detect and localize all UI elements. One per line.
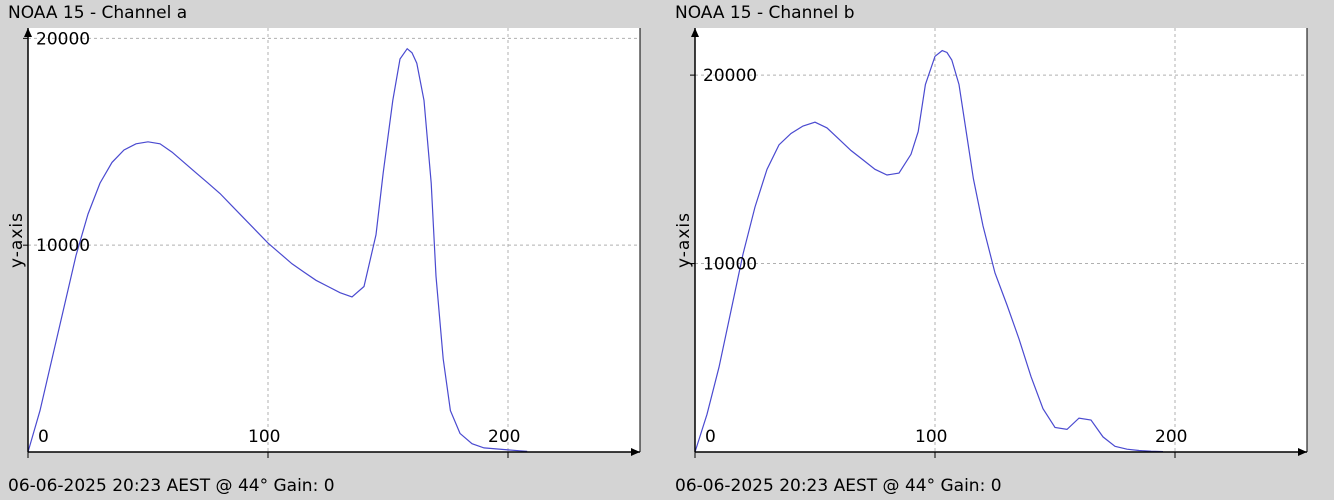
x-axis-arrow — [631, 448, 640, 456]
chart-panel-a: NOAA 15 - Channel a 0 100 200 10000 20000 y-a… — [7, 3, 641, 496]
y-axis-arrow — [691, 28, 699, 37]
y-tick-label: 10000 — [703, 255, 757, 275]
x-axis-arrow — [1298, 448, 1307, 456]
x-tick-label: 200 — [1155, 427, 1187, 447]
x-tick-label: 0 — [38, 427, 49, 447]
capture-info: 06-06-2025 20:23 AEST @ 44° Gain: 0 — [8, 476, 335, 496]
chart-plot: 0 100 200 10000 20000 y-axis — [7, 28, 641, 458]
y-axis-label: y-axis — [7, 212, 27, 268]
chart-title: NOAA 15 - Channel a — [8, 3, 188, 23]
chart-title: NOAA 15 - Channel b — [675, 3, 855, 23]
capture-info: 06-06-2025 20:23 AEST @ 44° Gain: 0 — [675, 476, 1002, 496]
x-tick-label: 200 — [488, 427, 520, 447]
plot-background — [695, 28, 1307, 452]
y-axis-arrow — [24, 28, 32, 37]
x-tick-label: 0 — [705, 427, 716, 447]
y-tick-label: 20000 — [703, 66, 757, 86]
y-tick-label: 10000 — [36, 236, 90, 256]
series-line — [27, 47, 528, 453]
x-tick-label: 100 — [248, 427, 280, 447]
y-tick-label: 20000 — [36, 29, 90, 49]
chart-plot: 0 100 200 10000 20000 y-axis — [674, 28, 1308, 458]
series-line — [694, 49, 1164, 453]
x-tick-label: 100 — [915, 427, 947, 447]
plot-background — [28, 28, 640, 452]
chart-panel-b: NOAA 15 - Channel b 0 100 200 10000 20000 y-a… — [667, 0, 1334, 500]
y-axis-label: y-axis — [674, 212, 694, 268]
